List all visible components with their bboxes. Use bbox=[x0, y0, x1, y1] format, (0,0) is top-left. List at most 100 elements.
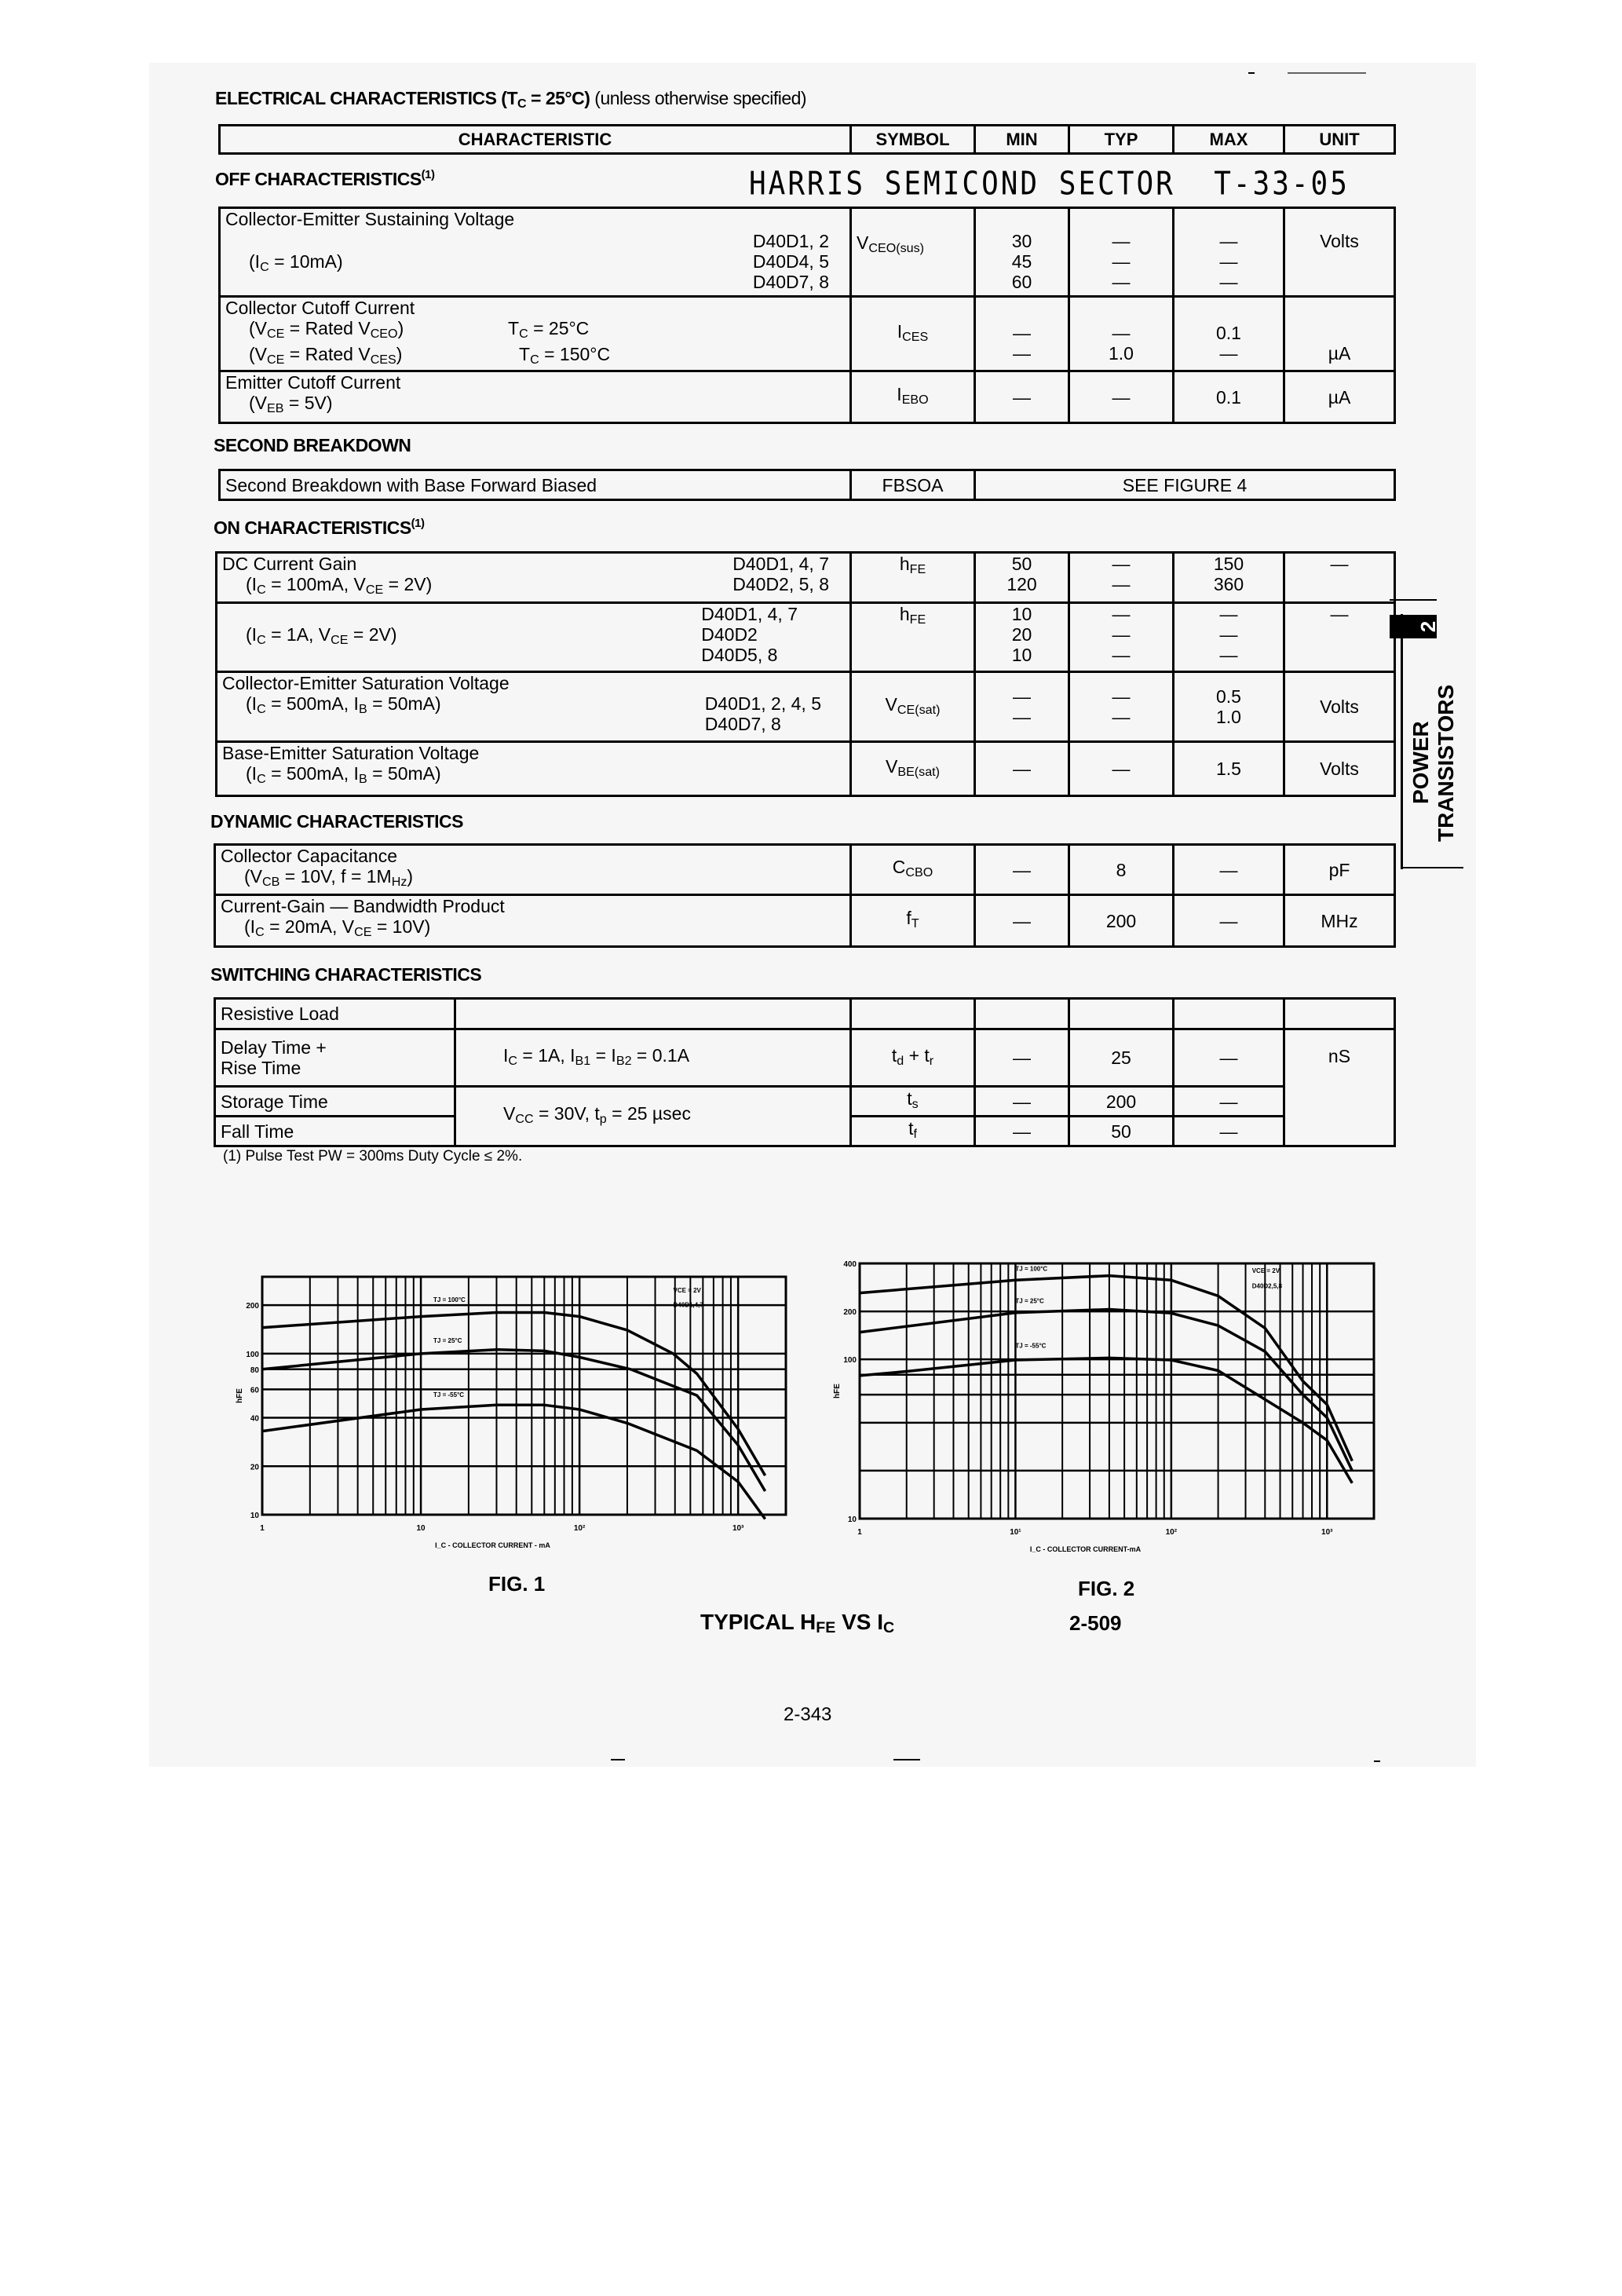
characteristic-name: Collector Capacitance bbox=[221, 846, 398, 866]
fig2-label: FIG. 2 bbox=[1078, 1577, 1135, 1600]
scan-mark bbox=[1288, 72, 1366, 74]
max-cell: 0.5 1.0 bbox=[1172, 671, 1285, 743]
curve-tj-100c bbox=[859, 1274, 1353, 1462]
scan-mark bbox=[893, 1759, 920, 1760]
typ-cell: 200 bbox=[1068, 1085, 1174, 1117]
value: — bbox=[1112, 574, 1131, 594]
x-tick-label: 10¹ bbox=[1010, 1528, 1021, 1537]
y-tick-label: 20 bbox=[250, 1463, 260, 1472]
y-axis-label: hFE bbox=[833, 1384, 842, 1398]
device-type: D40D1, 4, 7 bbox=[701, 604, 798, 624]
device-type: D40D5, 8 bbox=[701, 645, 778, 665]
stamp-text: HARRIS SEMICOND SECTOR bbox=[749, 165, 1175, 203]
chart-annotation: D40D2,5,8 bbox=[1252, 1282, 1283, 1289]
value: — bbox=[1013, 686, 1031, 707]
table-row: Base-Emitter Saturation Voltage (IC = 50… bbox=[215, 740, 1396, 797]
header-typ: TYP bbox=[1068, 124, 1174, 155]
symbol-cell: FBSOA bbox=[849, 469, 976, 501]
test-condition: (IC = 500mA, IB = 50mA) bbox=[246, 693, 441, 716]
curve-tj-25c bbox=[261, 1347, 767, 1492]
off-characteristics-table: Collector-Emitter Sustaining Voltage (IC… bbox=[218, 207, 1396, 424]
characteristic-cell: Collector-Emitter Saturation Voltage (IC… bbox=[215, 671, 852, 743]
value: — bbox=[1112, 686, 1131, 707]
table-row: (IC = 1A, VCE = 2V) D40D1, 4, 7 D40D2 D40D… bbox=[215, 601, 1396, 673]
series-label: TJ = 25°C bbox=[433, 1337, 462, 1344]
header-max: MAX bbox=[1172, 124, 1285, 155]
test-condition: (VCB = 10V, f = 1MHz) bbox=[244, 866, 414, 889]
value: 120 bbox=[1006, 574, 1037, 594]
min-cell: 10 20 10 bbox=[974, 601, 1070, 673]
value: 30 bbox=[1011, 231, 1032, 251]
characteristic-cell: Current-Gain — Bandwidth Product (IC = 20… bbox=[214, 894, 852, 948]
title-bold: ELECTRICAL CHARACTERISTICS (TC = 25°C) bbox=[215, 88, 590, 111]
x-tick-label: 10 bbox=[416, 1524, 426, 1533]
title-note: (unless otherwise specified) bbox=[594, 88, 807, 108]
empty-cell bbox=[1283, 997, 1396, 1030]
table-row: Fall Time tf — 50 — bbox=[214, 1115, 1395, 1147]
value: 150 bbox=[1213, 554, 1244, 574]
typ-cell: 200 bbox=[1068, 894, 1174, 948]
typ-cell: — bbox=[1068, 740, 1174, 797]
symbol-cell: fT bbox=[849, 894, 976, 948]
typ-cell: 8 bbox=[1068, 843, 1174, 896]
empty-cell bbox=[849, 997, 976, 1030]
table-row: Storage Time VCC = 30V, tp = 25 µsec ts … bbox=[214, 1085, 1395, 1147]
table-row: DC Current Gain (IC = 100mA, VCE = 2V) D4… bbox=[215, 551, 1396, 604]
value: — bbox=[1013, 707, 1031, 727]
characteristic-cell: Emitter Cutoff Current (VEB = 5V) bbox=[218, 370, 852, 424]
side-tab-power: POWER bbox=[1408, 721, 1433, 804]
characteristic-cell: Collector Capacitance (VCB = 10V, f = 1MH… bbox=[214, 843, 852, 896]
value: 10 bbox=[1011, 645, 1032, 665]
symbol-cell: ts bbox=[849, 1085, 976, 1117]
scan-mark bbox=[611, 1759, 625, 1760]
characteristic-cell: DC Current Gain (IC = 100mA, VCE = 2V) D4… bbox=[215, 551, 852, 604]
min-cell: — bbox=[974, 894, 1070, 948]
table-row: Emitter Cutoff Current (VEB = 5V) IEBO —… bbox=[218, 370, 1396, 424]
characteristic-cell: Collector Cutoff Current (VCE = Rated VC… bbox=[218, 295, 852, 372]
max-cell: — — — bbox=[1172, 207, 1285, 298]
curve-tj-100c bbox=[261, 1311, 767, 1476]
stamp-code: T-33-05 bbox=[1214, 165, 1350, 203]
value: — bbox=[1112, 231, 1131, 251]
fig2-hfe-chart: 1 10¹ 10² 10³ 400 200 100 10 hFE I_C - COLLECTOR … bbox=[833, 1260, 1375, 1553]
test-condition: (IC = 500mA, IB = 50mA) bbox=[246, 763, 441, 786]
value: — bbox=[1219, 231, 1238, 251]
side-tab-border bbox=[1401, 614, 1403, 869]
value: — bbox=[1219, 343, 1238, 364]
characteristic-cell: Second Breakdown with Base Forward Biase… bbox=[218, 469, 852, 501]
unit-cell: Volts bbox=[1283, 207, 1396, 298]
unit-cell: Volts bbox=[1283, 740, 1396, 797]
unit-cell: — bbox=[1283, 551, 1396, 604]
symbol-cell: ICES bbox=[849, 295, 976, 372]
device-type: D40D1, 2, 4, 5 bbox=[704, 693, 821, 714]
x-tick-label: 10³ bbox=[1321, 1528, 1333, 1537]
typ-cell: 50 bbox=[1068, 1115, 1174, 1147]
y-tick-label: 100 bbox=[843, 1356, 857, 1365]
value: 45 bbox=[1011, 251, 1032, 272]
table-row: Collector Capacitance (VCB = 10V, f = 1MH… bbox=[214, 843, 1396, 896]
table-row: Collector-Emitter Sustaining Voltage (IC… bbox=[218, 207, 1396, 298]
x-tick-label: 1 bbox=[260, 1524, 265, 1533]
y-tick-label: 80 bbox=[250, 1366, 260, 1375]
characteristic-name: Emitter Cutoff Current bbox=[225, 372, 401, 393]
device-type: D40D1, 2 bbox=[752, 231, 829, 251]
figure-reference: 2-509 bbox=[1069, 1611, 1122, 1635]
max-cell: — bbox=[1172, 894, 1285, 948]
characteristic-name: DC Current Gain bbox=[222, 554, 357, 574]
typ-cell: — — — bbox=[1068, 207, 1174, 298]
side-tab-transistors: TRANSISTORS bbox=[1434, 684, 1458, 842]
test-condition: VCC = 30V, tp = 25 µsec bbox=[454, 1085, 852, 1147]
footnote-ref: (1) bbox=[411, 517, 425, 530]
value: — bbox=[1112, 707, 1131, 727]
value: 360 bbox=[1213, 574, 1244, 594]
min-cell: — bbox=[974, 1028, 1070, 1088]
min-cell: — bbox=[974, 370, 1070, 424]
switching-characteristics-heading: SWITCHING CHARACTERISTICS bbox=[210, 964, 482, 985]
page-number: 2-343 bbox=[784, 1704, 832, 1725]
symbol-cell: tf bbox=[849, 1115, 976, 1147]
max-cell: 0.1— bbox=[1172, 295, 1285, 372]
value: 1.0 bbox=[1216, 707, 1241, 727]
test-temperature: TC = 25°C bbox=[508, 318, 590, 341]
min-cell: 50 120 bbox=[974, 551, 1070, 604]
series-label: TJ = -55°C bbox=[1015, 1343, 1046, 1350]
